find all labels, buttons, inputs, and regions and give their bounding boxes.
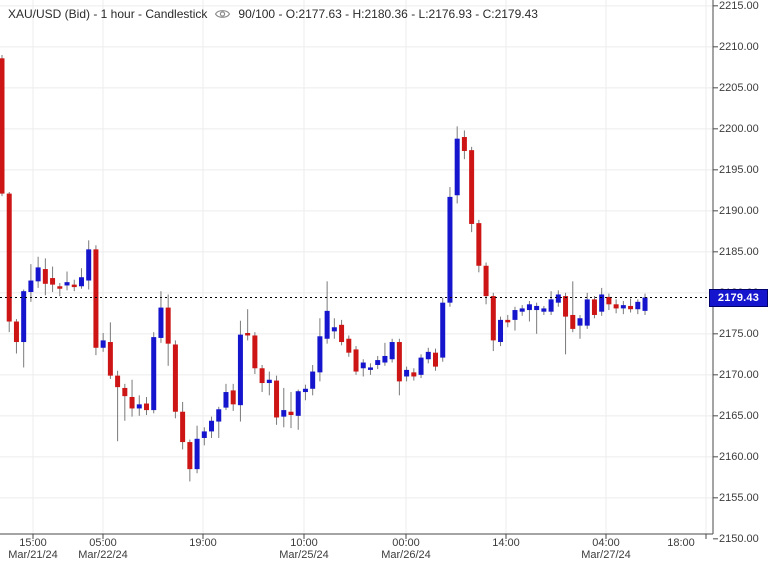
x-axis-date-label: Mar/25/24	[279, 549, 329, 561]
eye-icon[interactable]	[214, 8, 231, 20]
x-axis-time-label: 15:00	[19, 537, 47, 549]
x-axis-time-label: 19:00	[189, 537, 217, 549]
y-axis-label: 2210.00	[719, 40, 759, 53]
y-axis-label: 2205.00	[719, 81, 759, 94]
axis-lines	[0, 0, 718, 540]
x-axis-time-label: 10:00	[290, 537, 318, 549]
y-axis-label: 2185.00	[719, 245, 759, 258]
x-axis-date-label: Mar/26/24	[381, 549, 431, 561]
x-axis-time-label: 04:00	[592, 537, 620, 549]
ohlc-readout: 90/100 - O:2177.63 - H:2180.36 - L:2176.…	[238, 7, 538, 21]
y-axis-label: 2165.00	[719, 409, 759, 422]
candlestick-series	[0, 55, 648, 482]
symbol-series-title: XAU/USD (Bid) - 1 hour - Candlestick	[8, 7, 208, 21]
x-axis-time-label: 18:00	[667, 537, 695, 549]
x-axis-time-label: 14:00	[492, 537, 520, 549]
y-axis-label: 2155.00	[719, 491, 759, 504]
x-axis-date-label: Mar/22/24	[78, 549, 128, 561]
y-axis-label: 2150.00	[719, 532, 759, 545]
x-axis-time-label: 05:00	[89, 537, 117, 549]
x-axis-time-label: 00:00	[392, 537, 420, 549]
y-axis-label: 2215.00	[719, 0, 759, 12]
current-price-label: 2179.43	[709, 288, 768, 307]
y-axis-label: 2200.00	[719, 122, 759, 135]
x-axis-date-label: Mar/21/24	[8, 549, 58, 561]
y-axis-label: 2160.00	[719, 450, 759, 463]
chart-header: XAU/USD (Bid) - 1 hour - Candlestick 90/…	[8, 7, 538, 21]
gridlines	[0, 0, 713, 534]
y-axis-label: 2190.00	[719, 204, 759, 217]
x-axis-date-label: Mar/27/24	[581, 549, 631, 561]
y-axis-label: 2195.00	[719, 163, 759, 176]
y-axis-label: 2170.00	[719, 368, 759, 381]
y-axis-label: 2175.00	[719, 327, 759, 340]
